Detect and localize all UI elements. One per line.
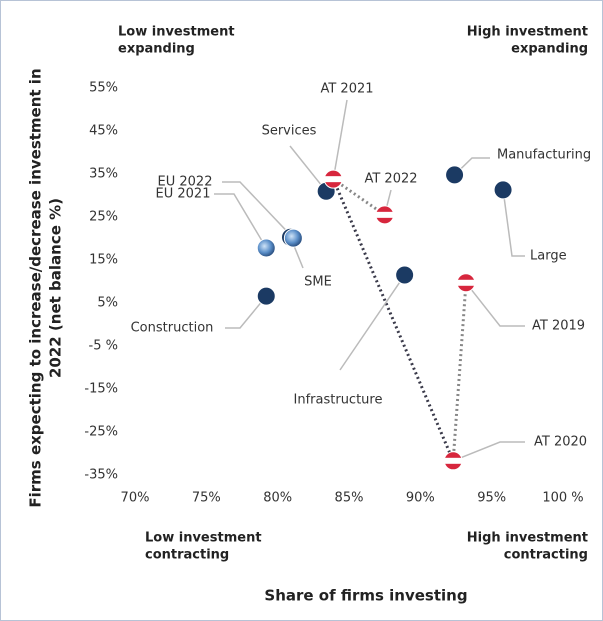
flag (456, 273, 475, 292)
flag-stripe (324, 176, 343, 183)
y-tick-label: -5 % (89, 339, 118, 354)
flag-stripe (375, 211, 394, 218)
x-tick-label: 85% (335, 491, 364, 506)
leader-line (332, 99, 348, 180)
point-label: Manufacturing (497, 148, 591, 163)
point (283, 228, 303, 248)
flag (324, 170, 343, 189)
point-label: AT 2019 (532, 319, 585, 334)
y-tick-label: 45% (89, 124, 118, 139)
point-label: EU 2021 (156, 187, 211, 202)
leader-line (502, 189, 525, 257)
flag-rim (375, 205, 395, 225)
leader-line (465, 282, 525, 327)
connector (332, 177, 386, 217)
y-tick-label: 5% (97, 296, 118, 311)
x-tick-label: 95% (477, 491, 506, 506)
leader-line (339, 274, 406, 371)
point-label: EU 2022 (158, 175, 213, 190)
leader-line (225, 295, 267, 329)
point-label: AT 2020 (534, 435, 587, 450)
point-label: SME (304, 275, 332, 290)
leader-line (222, 181, 294, 239)
point (445, 165, 465, 185)
flag-rim (456, 273, 476, 293)
quadrant-label: Low investment (145, 531, 262, 546)
y-tick-label: 55% (89, 81, 118, 96)
point-label: Services (262, 124, 317, 139)
y-tick-label: 35% (89, 167, 118, 182)
point-label: AT 2021 (320, 82, 373, 97)
point (493, 180, 513, 200)
x-axis-title: Share of firms investing (264, 587, 467, 605)
point (256, 238, 276, 258)
y-tick-label: -15% (84, 382, 118, 397)
point (443, 451, 463, 471)
quadrant-label: High investment (467, 531, 588, 546)
quadrant-label: expanding (118, 42, 195, 57)
quadrant-label: High investment (467, 25, 588, 40)
flag-stripe (444, 457, 463, 464)
point-label: Infrastructure (294, 393, 383, 408)
y-axis-title: Firms expecting to increase/decrease inv… (27, 68, 45, 507)
flag (375, 205, 394, 224)
point-label: AT 2022 (364, 172, 417, 187)
y-tick-label: 25% (89, 210, 118, 225)
quadrant-label: contracting (145, 548, 229, 563)
quadrant-label: contracting (504, 548, 588, 563)
x-tick-label: 100 % (542, 491, 583, 506)
y-axis-title: 2022 (net balance %) (47, 198, 65, 378)
x-tick-label: 70% (121, 491, 150, 506)
point (375, 205, 395, 225)
flag-rim (443, 451, 463, 471)
connector (331, 178, 455, 462)
point-label: Large (530, 249, 567, 264)
quadrant-label: Low investment (118, 25, 235, 40)
x-tick-label: 80% (263, 491, 292, 506)
flag-rim (323, 169, 343, 189)
point (456, 273, 476, 293)
flag (444, 451, 463, 470)
flag-stripe (456, 279, 475, 286)
y-tick-label: -35% (84, 468, 118, 483)
point (395, 265, 415, 285)
y-tick-label: -25% (84, 425, 118, 440)
point (256, 286, 276, 306)
leader-line (289, 145, 327, 192)
point (323, 169, 343, 189)
leader-line (452, 441, 525, 462)
point-label: Construction (131, 321, 214, 336)
x-tick-label: 75% (192, 491, 221, 506)
quadrant-label: expanding (511, 42, 588, 57)
x-tick-label: 90% (406, 491, 435, 506)
leader-line (214, 193, 267, 249)
y-tick-label: 15% (89, 253, 118, 268)
